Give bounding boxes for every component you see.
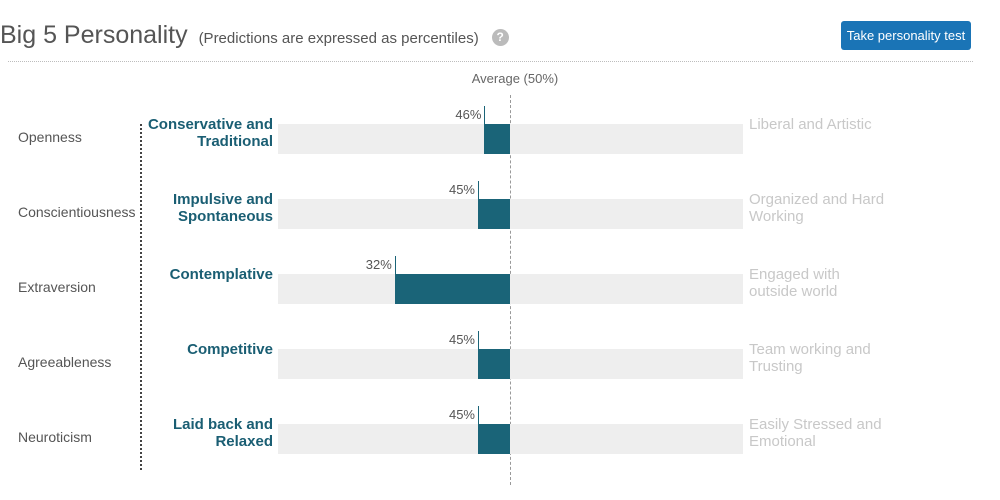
low-label: Competitive xyxy=(187,341,273,358)
percentile-bar xyxy=(478,424,510,454)
percentile-bar xyxy=(394,274,510,304)
percentile-tick xyxy=(484,106,486,124)
percentile-bar xyxy=(478,199,510,229)
trait-row-extraversion: Extraversion Contemplative 32% Engaged w… xyxy=(0,256,1000,334)
title-text: Big 5 Personality xyxy=(0,21,188,49)
trait-name: Agreeableness xyxy=(18,354,112,370)
bar-track: 45% xyxy=(278,181,743,229)
percent-label: 45% xyxy=(448,182,475,197)
average-label: Average (50%) xyxy=(471,71,559,86)
percentile-tick xyxy=(394,256,396,274)
take-personality-test-button[interactable]: Take personality test xyxy=(841,21,971,50)
high-label: Easily Stressed and Emotional xyxy=(749,416,882,450)
low-label: Impulsive and Spontaneous xyxy=(172,191,273,225)
header-divider xyxy=(8,61,973,62)
percentile-tick xyxy=(478,406,479,424)
trait-row-conscientiousness: Conscientiousness Impulsive and Spontane… xyxy=(0,181,1000,259)
bar-track: 46% xyxy=(278,106,743,154)
page-title: Big 5 Personality (Predictions are expre… xyxy=(0,20,509,54)
percent-label: 45% xyxy=(448,332,475,347)
bar-track: 45% xyxy=(278,331,743,379)
low-label: Contemplative xyxy=(169,266,273,283)
trait-name: Neuroticism xyxy=(18,429,92,445)
trait-separator xyxy=(140,124,142,470)
bar-track: 32% xyxy=(278,256,743,304)
high-label: Engaged with outside world xyxy=(749,266,840,300)
trait-name: Extraversion xyxy=(18,279,96,295)
percent-label: 32% xyxy=(365,257,392,272)
trait-row-agreeableness: Agreeableness Competitive 45% Team worki… xyxy=(0,331,1000,409)
trait-name: Openness xyxy=(18,129,82,145)
percent-label: 45% xyxy=(448,407,475,422)
high-label: Team working and Trusting xyxy=(749,341,871,375)
subtitle: (Predictions are expressed as percentile… xyxy=(198,30,479,47)
low-label: Laid back and Relaxed xyxy=(172,416,273,450)
trait-row-neuroticism: Neuroticism Laid back and Relaxed 45% Ea… xyxy=(0,406,1000,484)
percentile-bar xyxy=(478,349,510,379)
trait-name: Conscientiousness xyxy=(18,204,136,220)
trait-row-openness: Openness Conservative and Traditional 46… xyxy=(0,106,1000,184)
percentile-bar xyxy=(484,124,510,154)
bar-track: 45% xyxy=(278,406,743,454)
low-label: Conservative and Traditional xyxy=(147,116,273,150)
high-label: Organized and Hard Working xyxy=(749,191,885,225)
percent-label: 46% xyxy=(455,107,482,122)
high-label: Liberal and Artistic xyxy=(749,116,872,133)
percentile-tick xyxy=(478,331,479,349)
percentile-tick xyxy=(478,181,479,199)
help-icon[interactable]: ? xyxy=(491,29,509,46)
